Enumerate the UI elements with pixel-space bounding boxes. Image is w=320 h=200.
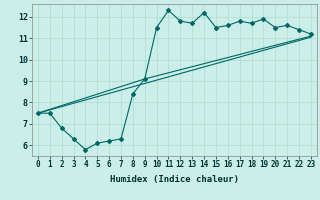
X-axis label: Humidex (Indice chaleur): Humidex (Indice chaleur) xyxy=(110,175,239,184)
